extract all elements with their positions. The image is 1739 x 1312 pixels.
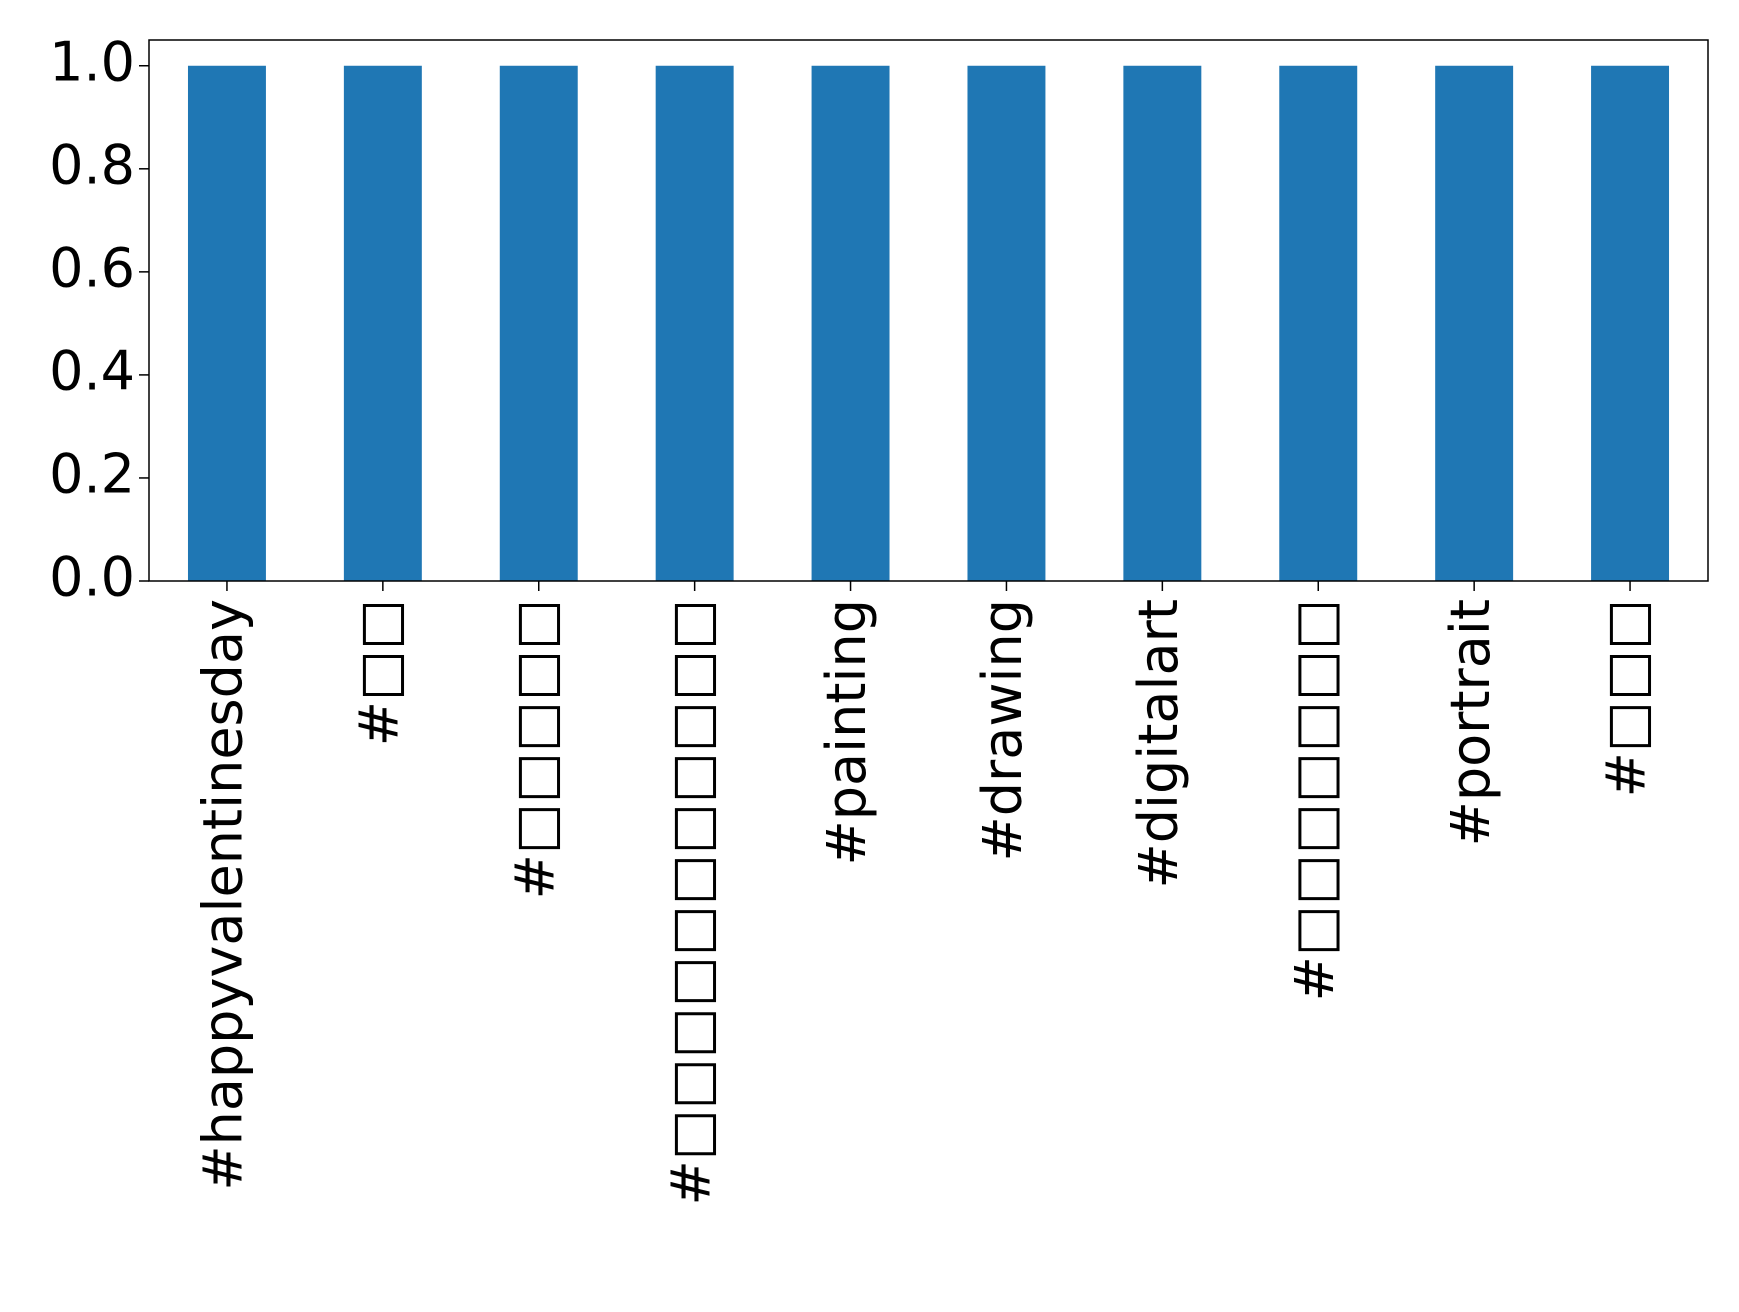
y-tick-label: 0.6 <box>49 236 135 299</box>
bar <box>655 65 734 581</box>
bar <box>187 65 266 581</box>
y-tick-label: 1.0 <box>49 30 135 93</box>
bar <box>1123 65 1202 581</box>
bar <box>343 65 422 581</box>
y-tick-label: 0.8 <box>49 133 135 196</box>
bar <box>499 65 578 581</box>
x-tick-label: #□□□□□□□□□□□ <box>659 599 722 1205</box>
bar <box>1279 65 1358 581</box>
x-tick-label: #□□□□□ <box>503 599 566 899</box>
x-tick-label: #drawing <box>971 599 1034 862</box>
x-tick-label: #□□ <box>347 599 410 746</box>
bar <box>1591 65 1670 581</box>
x-tick-label: #portrait <box>1439 599 1502 846</box>
x-tick-label: #□□□□□□□ <box>1283 599 1346 1001</box>
y-tick-label: 0.2 <box>49 443 135 506</box>
bar <box>811 65 890 581</box>
x-tick-label: #digitalart <box>1127 599 1190 889</box>
y-tick-label: 0.4 <box>49 340 135 403</box>
x-tick-label: #happyvalentinesday <box>192 599 255 1191</box>
bar <box>967 65 1046 581</box>
bar <box>1435 65 1514 581</box>
plot-frame <box>148 39 1709 582</box>
y-tick-label: 0.0 <box>49 546 135 609</box>
x-tick-label: #painting <box>815 599 878 866</box>
x-tick-label: #□□□ <box>1595 599 1658 797</box>
